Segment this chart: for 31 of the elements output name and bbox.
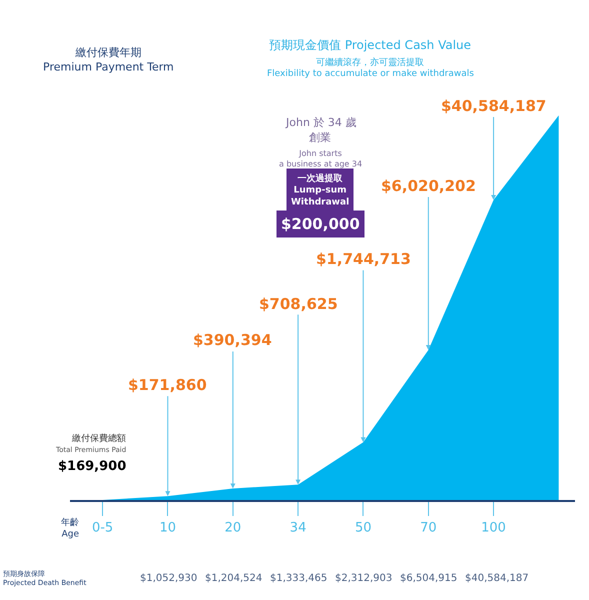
- annotation: 一次過提取 Lump-sum Withdrawal: [291, 173, 350, 208]
- annotation: $171,860: [128, 376, 207, 394]
- text: 可繼續滾存，亦可靈活提取: [316, 57, 424, 68]
- text: 預期現金價值 Projected Cash Value: [269, 38, 472, 52]
- annotation: $200,000: [281, 215, 360, 233]
- text: 繳付保費年期 Premium Payment Term: [43, 46, 174, 74]
- text: $2,312,903: [335, 573, 392, 584]
- x-tick-label: 100: [481, 520, 506, 536]
- text: Flexibility to accumulate or make withdrawals: [267, 69, 474, 79]
- annotation: $1,744,713: [316, 250, 411, 268]
- annotation: 繳付保費總額: [71, 433, 126, 444]
- annotation: $390,394: [193, 331, 272, 349]
- annotation: $6,020,202: [381, 177, 476, 195]
- x-tick-label: 0-5: [92, 520, 114, 536]
- annotation: John 於 34 歲: [285, 116, 356, 129]
- annotation: $708,625: [259, 295, 338, 313]
- text: $40,584,187: [465, 573, 529, 584]
- annotation: $40,584,187: [441, 97, 546, 115]
- text: 年齡 Age: [61, 517, 80, 540]
- x-tick-label: 10: [159, 520, 176, 536]
- annotation: $169,900: [58, 459, 126, 474]
- text: $1,333,465: [270, 573, 328, 584]
- text: $1,052,930: [140, 573, 198, 584]
- x-tick-label: 20: [224, 520, 242, 536]
- x-tick-label: 34: [290, 520, 306, 536]
- annotation: John starts a business at age 34: [279, 149, 362, 168]
- text: $1,204,524: [205, 573, 262, 584]
- annotation: 創業: [309, 131, 331, 144]
- x-tick-label: 70: [420, 520, 437, 536]
- x-tick-label: 50: [354, 520, 372, 536]
- text: $6,504,915: [400, 573, 458, 584]
